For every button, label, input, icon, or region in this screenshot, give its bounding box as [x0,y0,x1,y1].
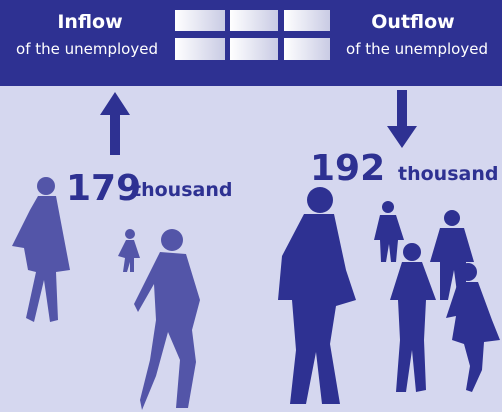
inflow-value: 179 [66,168,141,209]
infographic: Inflow of the unemployed Outflow of the … [0,0,502,412]
outflow-subtitle: of the unemployed [346,40,488,58]
outflow-title: Outflow [371,11,454,33]
inflow-subtitle: of the unemployed [16,40,158,58]
inflow-title: Inflow [57,11,122,33]
outflow-unit: thousand [398,163,498,185]
inflow-unit: thousand [132,179,232,201]
outflow-value: 192 [310,148,385,189]
